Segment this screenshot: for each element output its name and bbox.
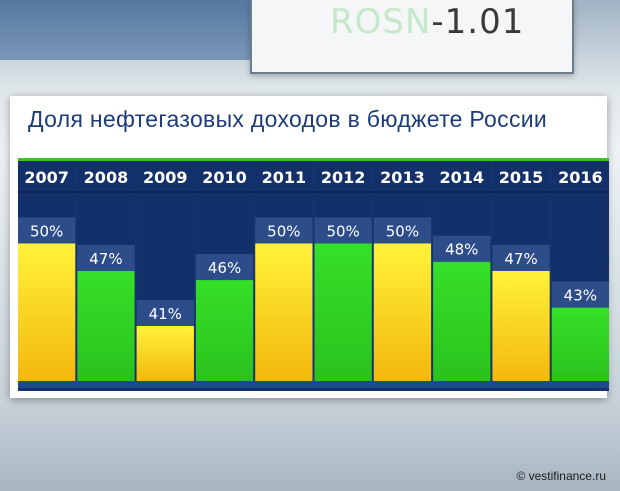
background-ticker-panel — [250, 0, 574, 74]
value-label-box — [195, 254, 254, 281]
value-label-box — [373, 217, 432, 244]
year-label-2007: 2007 — [24, 168, 69, 187]
year-label-2014: 2014 — [439, 168, 484, 187]
year-label-2012: 2012 — [321, 168, 366, 187]
chart-card: Доля нефтегазовых доходов в бюджете Росс… — [10, 96, 609, 398]
value-label-2008: 47% — [89, 250, 122, 268]
value-label-2014: 48% — [445, 241, 478, 259]
bar-2011 — [255, 243, 313, 381]
year-label-2008: 2008 — [84, 168, 129, 187]
bar-2008 — [77, 270, 135, 381]
year-label-2015: 2015 — [499, 168, 544, 187]
value-label-box — [18, 217, 76, 244]
studio-floor — [0, 398, 620, 491]
value-label-2016: 43% — [564, 287, 597, 305]
value-label-2010: 46% — [208, 259, 241, 277]
ticker-symbol: ROSN — [330, 2, 432, 42]
bar-2015 — [492, 270, 550, 381]
source-credit: © vestifinance.ru — [516, 469, 606, 483]
value-label-2009: 41% — [149, 305, 182, 323]
background-ticker: ROSN-1.01 — [330, 2, 524, 42]
value-label-2012: 50% — [326, 222, 359, 240]
value-label-box — [77, 244, 135, 271]
bar-2009 — [136, 325, 194, 381]
bar-2016 — [551, 307, 609, 381]
value-label-box — [433, 235, 491, 262]
bar-2012 — [314, 243, 372, 381]
year-label-2009: 2009 — [143, 168, 188, 187]
value-label-box — [136, 299, 194, 326]
bar-2013 — [373, 243, 432, 381]
value-label-box — [492, 244, 550, 271]
bar-2007 — [18, 243, 76, 381]
background-screen-left — [0, 0, 250, 60]
year-label-2016: 2016 — [558, 168, 603, 187]
value-label-box — [255, 217, 313, 244]
value-label-2013: 50% — [386, 222, 419, 240]
year-label-2010: 2010 — [202, 168, 247, 187]
value-label-2007: 50% — [30, 222, 63, 240]
value-label-2015: 47% — [504, 250, 537, 268]
header-divider — [18, 191, 609, 193]
value-label-2011: 50% — [267, 222, 300, 240]
bar-2014 — [433, 261, 491, 381]
bar-2010 — [195, 280, 254, 381]
chart-title: Доля нефтегазовых доходов в бюджете Росс… — [28, 106, 548, 132]
chart-base-strip — [18, 381, 609, 388]
value-label-box — [551, 281, 609, 308]
ticker-value: -1.01 — [431, 2, 525, 42]
value-label-box — [314, 217, 372, 244]
year-label-2011: 2011 — [262, 168, 307, 187]
year-label-2013: 2013 — [380, 168, 425, 187]
bar-chart: 50% 2007 47% 2008 41% 2009 46% 2010 50% 2011 50% 20… — [18, 161, 609, 388]
